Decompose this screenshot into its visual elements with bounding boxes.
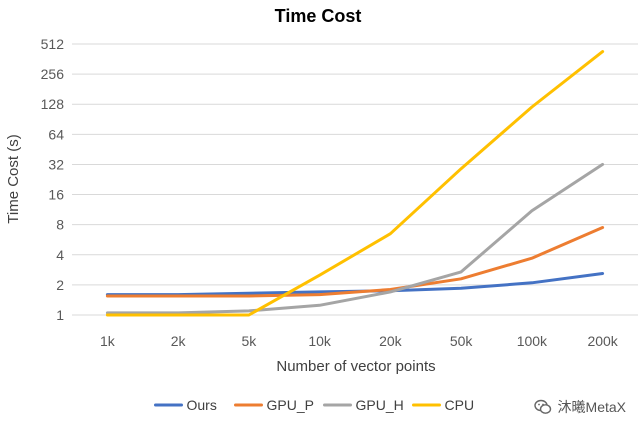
legend-item-gpu-h: GPU_H	[323, 397, 404, 413]
grid	[72, 43, 638, 316]
y-axis-label: Time Cost (s)	[5, 134, 22, 223]
y-tick-label: 2	[56, 277, 64, 293]
y-tick-label: 32	[48, 156, 64, 172]
legend: Ours GPU_P GPU_H CPU	[154, 397, 475, 413]
x-tick-label: 5k	[241, 333, 257, 349]
y-tick-label: 16	[48, 187, 64, 203]
watermark: 沐曦MetaX	[533, 397, 626, 417]
chart-title: Time Cost	[275, 6, 362, 26]
legend-item-gpu-p: GPU_P	[234, 397, 314, 413]
y-axis: 1 2 4 8 16 32 64 128 256 512	[41, 36, 65, 323]
series-line-gpu-h	[105, 162, 605, 315]
legend-label: Ours	[187, 397, 217, 413]
legend-label: CPU	[445, 397, 475, 413]
y-tick-label: 256	[41, 66, 65, 82]
y-tick-label: 8	[56, 217, 64, 233]
watermark-text: 沐曦MetaX	[557, 399, 626, 415]
legend-label: GPU_H	[356, 397, 404, 413]
x-tick-label: 10k	[308, 333, 332, 349]
series-group	[105, 50, 605, 317]
legend-item-cpu: CPU	[412, 397, 475, 413]
x-axis: 1k 2k 5k 10k 20k 50k 100k 200k	[100, 333, 619, 349]
legend-label: GPU_P	[267, 397, 314, 413]
x-axis-label: Number of vector points	[276, 358, 435, 375]
series-line-cpu	[105, 50, 605, 317]
x-tick-label: 2k	[171, 333, 187, 349]
x-tick-label: 100k	[517, 333, 548, 349]
y-tick-label: 4	[56, 247, 64, 263]
y-tick-label: 128	[41, 96, 65, 112]
y-tick-label: 512	[41, 36, 65, 52]
wechat-icon	[533, 399, 551, 414]
x-tick-label: 50k	[450, 333, 474, 349]
x-tick-label: 20k	[379, 333, 403, 349]
x-tick-label: 1k	[100, 333, 116, 349]
y-tick-label: 64	[48, 126, 64, 142]
series-line-gpu-p	[105, 226, 605, 298]
legend-item-ours: Ours	[154, 397, 217, 413]
x-tick-label: 200k	[587, 333, 618, 349]
y-tick-label: 1	[56, 307, 64, 323]
